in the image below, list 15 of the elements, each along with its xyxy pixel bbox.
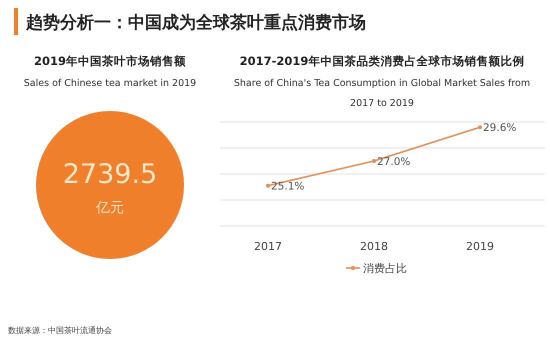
chart-subtitle: Share of China's Tea Consumption in Global Market Sales from 2017 to 2019 bbox=[234, 78, 530, 109]
text: Sales of Chinese tea market in 2019 bbox=[24, 78, 196, 89]
data-label: 29.6% bbox=[483, 122, 516, 134]
data-label: 27.0% bbox=[377, 156, 410, 168]
source-note: 数据来源：中国茶叶流通协会 bbox=[8, 326, 112, 335]
x-tick-label: 2017 bbox=[254, 240, 282, 253]
text: 2019年中国茶叶市场销售额 bbox=[34, 54, 187, 68]
x-tick-label: 2018 bbox=[360, 240, 388, 253]
chart-title: 2017-2019年中国茶品类消费占全球市场销售额比例 bbox=[240, 54, 524, 68]
legend-label: 消费占比 bbox=[363, 262, 407, 275]
text: 2739.5 bbox=[62, 159, 158, 190]
text: 亿元 bbox=[95, 200, 124, 216]
data-label: 25.1% bbox=[271, 180, 304, 193]
x-tick-label: 2019 bbox=[466, 240, 494, 253]
text: 趋势分析一：中国成为全球茶叶重点消费市场 bbox=[25, 13, 366, 33]
